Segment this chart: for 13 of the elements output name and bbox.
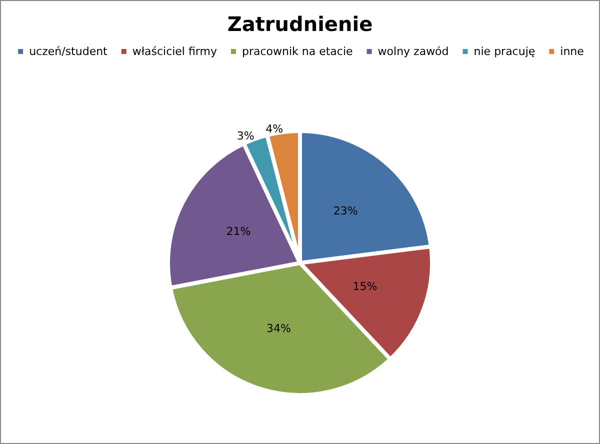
chart-title: Zatrudnienie (227, 12, 373, 36)
data-label: 34% (266, 322, 291, 336)
legend-label: nie pracuję (474, 45, 536, 58)
data-label: 15% (352, 280, 378, 293)
legend-label: właściciel firmy (132, 45, 218, 58)
data-label: 23% (333, 204, 358, 218)
legend-label: uczeń/student (29, 45, 108, 58)
data-label: 3% (236, 129, 254, 142)
legend-label: wolny zawód (378, 45, 449, 58)
legend-label: pracownik na etacie (242, 45, 354, 58)
data-label: 4% (266, 122, 284, 136)
legend-label: inne (560, 45, 584, 58)
data-label: 21% (226, 225, 251, 238)
